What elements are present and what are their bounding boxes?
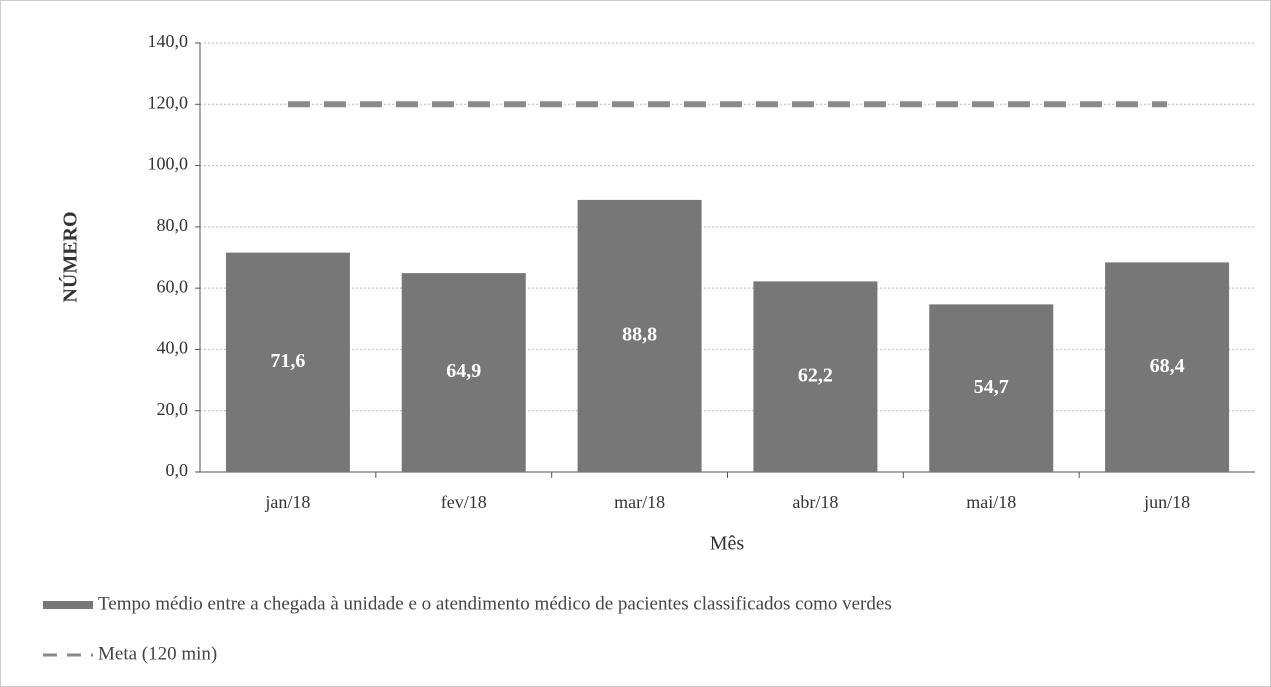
x-tick-label: mai/18 bbox=[966, 492, 1016, 512]
y-tick-label: 100,0 bbox=[148, 154, 189, 174]
y-tick-label: 20,0 bbox=[157, 399, 189, 419]
data-label: 54,7 bbox=[974, 376, 1009, 398]
bar bbox=[225, 252, 350, 472]
data-label: 71,6 bbox=[270, 350, 305, 372]
x-tick-label: abr/18 bbox=[792, 492, 838, 512]
x-tick-label: jan/18 bbox=[264, 492, 310, 512]
legend-label: Tempo médio entre a chegada à unidade e … bbox=[98, 593, 892, 614]
x-tick-label: jun/18 bbox=[1143, 492, 1190, 512]
data-label: 68,4 bbox=[1150, 355, 1185, 377]
bar bbox=[577, 199, 702, 473]
y-tick-label: 0,0 bbox=[166, 460, 189, 480]
bar bbox=[753, 281, 878, 472]
y-tick-label: 40,0 bbox=[157, 338, 189, 358]
y-tick-label: 60,0 bbox=[157, 276, 189, 296]
x-tick-label: mar/18 bbox=[614, 492, 665, 512]
x-tick-label: fev/18 bbox=[441, 492, 487, 512]
y-axis-label: NÚMERO bbox=[58, 211, 82, 302]
y-tick-label: 120,0 bbox=[148, 92, 189, 112]
data-label: 64,9 bbox=[446, 360, 481, 382]
bar bbox=[929, 304, 1054, 472]
legend-label: Meta (120 min) bbox=[98, 643, 217, 664]
bar bbox=[401, 273, 526, 472]
bar bbox=[1105, 262, 1230, 472]
data-label: 88,8 bbox=[622, 324, 657, 346]
x-axis-label: Mês bbox=[710, 533, 745, 555]
y-tick-label: 140,0 bbox=[148, 31, 189, 51]
legend-swatch bbox=[43, 601, 93, 609]
y-tick-label: 80,0 bbox=[157, 215, 189, 235]
data-label: 62,2 bbox=[798, 364, 833, 386]
